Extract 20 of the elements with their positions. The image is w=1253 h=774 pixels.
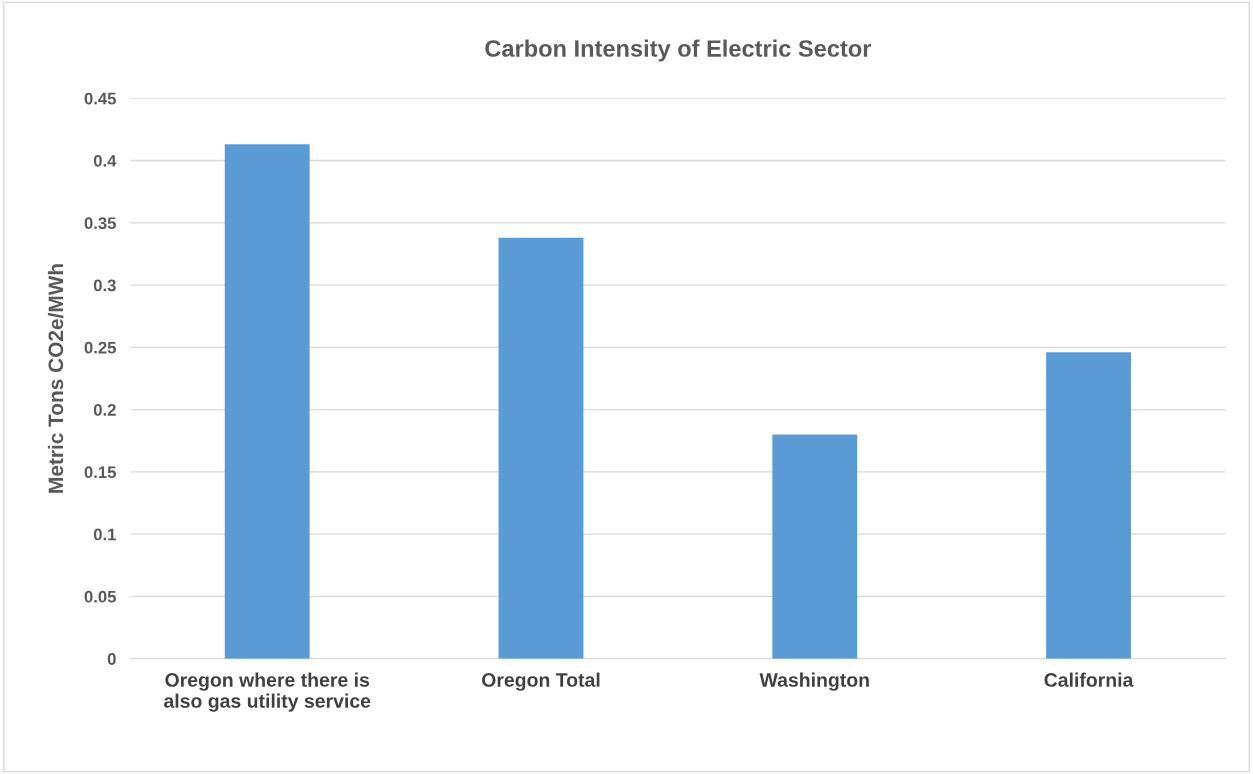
bar xyxy=(224,144,310,659)
y-tick-label: 0.4 xyxy=(93,154,117,167)
bar xyxy=(498,237,584,659)
y-tick-label: 0.25 xyxy=(84,341,116,354)
x-tick-label: Oregon where there is also gas utility service xyxy=(164,672,371,712)
x-tick-label: California xyxy=(1044,672,1134,687)
y-tick-label: 0.3 xyxy=(93,279,116,292)
chart-title: Carbon Intensity of Electric Sector xyxy=(485,39,872,62)
y-tick-label: 0 xyxy=(107,653,116,665)
y-tick-label: 0.35 xyxy=(84,217,116,230)
bar xyxy=(772,434,858,659)
y-tick-label: 0.1 xyxy=(93,528,116,541)
y-tick-label: 0.45 xyxy=(84,92,116,105)
x-tick-label: Oregon Total xyxy=(482,672,600,691)
y-axis-title: Metric Tons CO2e/MWh xyxy=(47,264,64,493)
x-tick-label: Washington xyxy=(759,672,869,691)
bar xyxy=(1046,352,1131,659)
y-tick-label: 0.2 xyxy=(93,404,116,416)
y-tick-label: 0.15 xyxy=(84,466,116,479)
y-tick-label: 0.05 xyxy=(84,590,116,603)
